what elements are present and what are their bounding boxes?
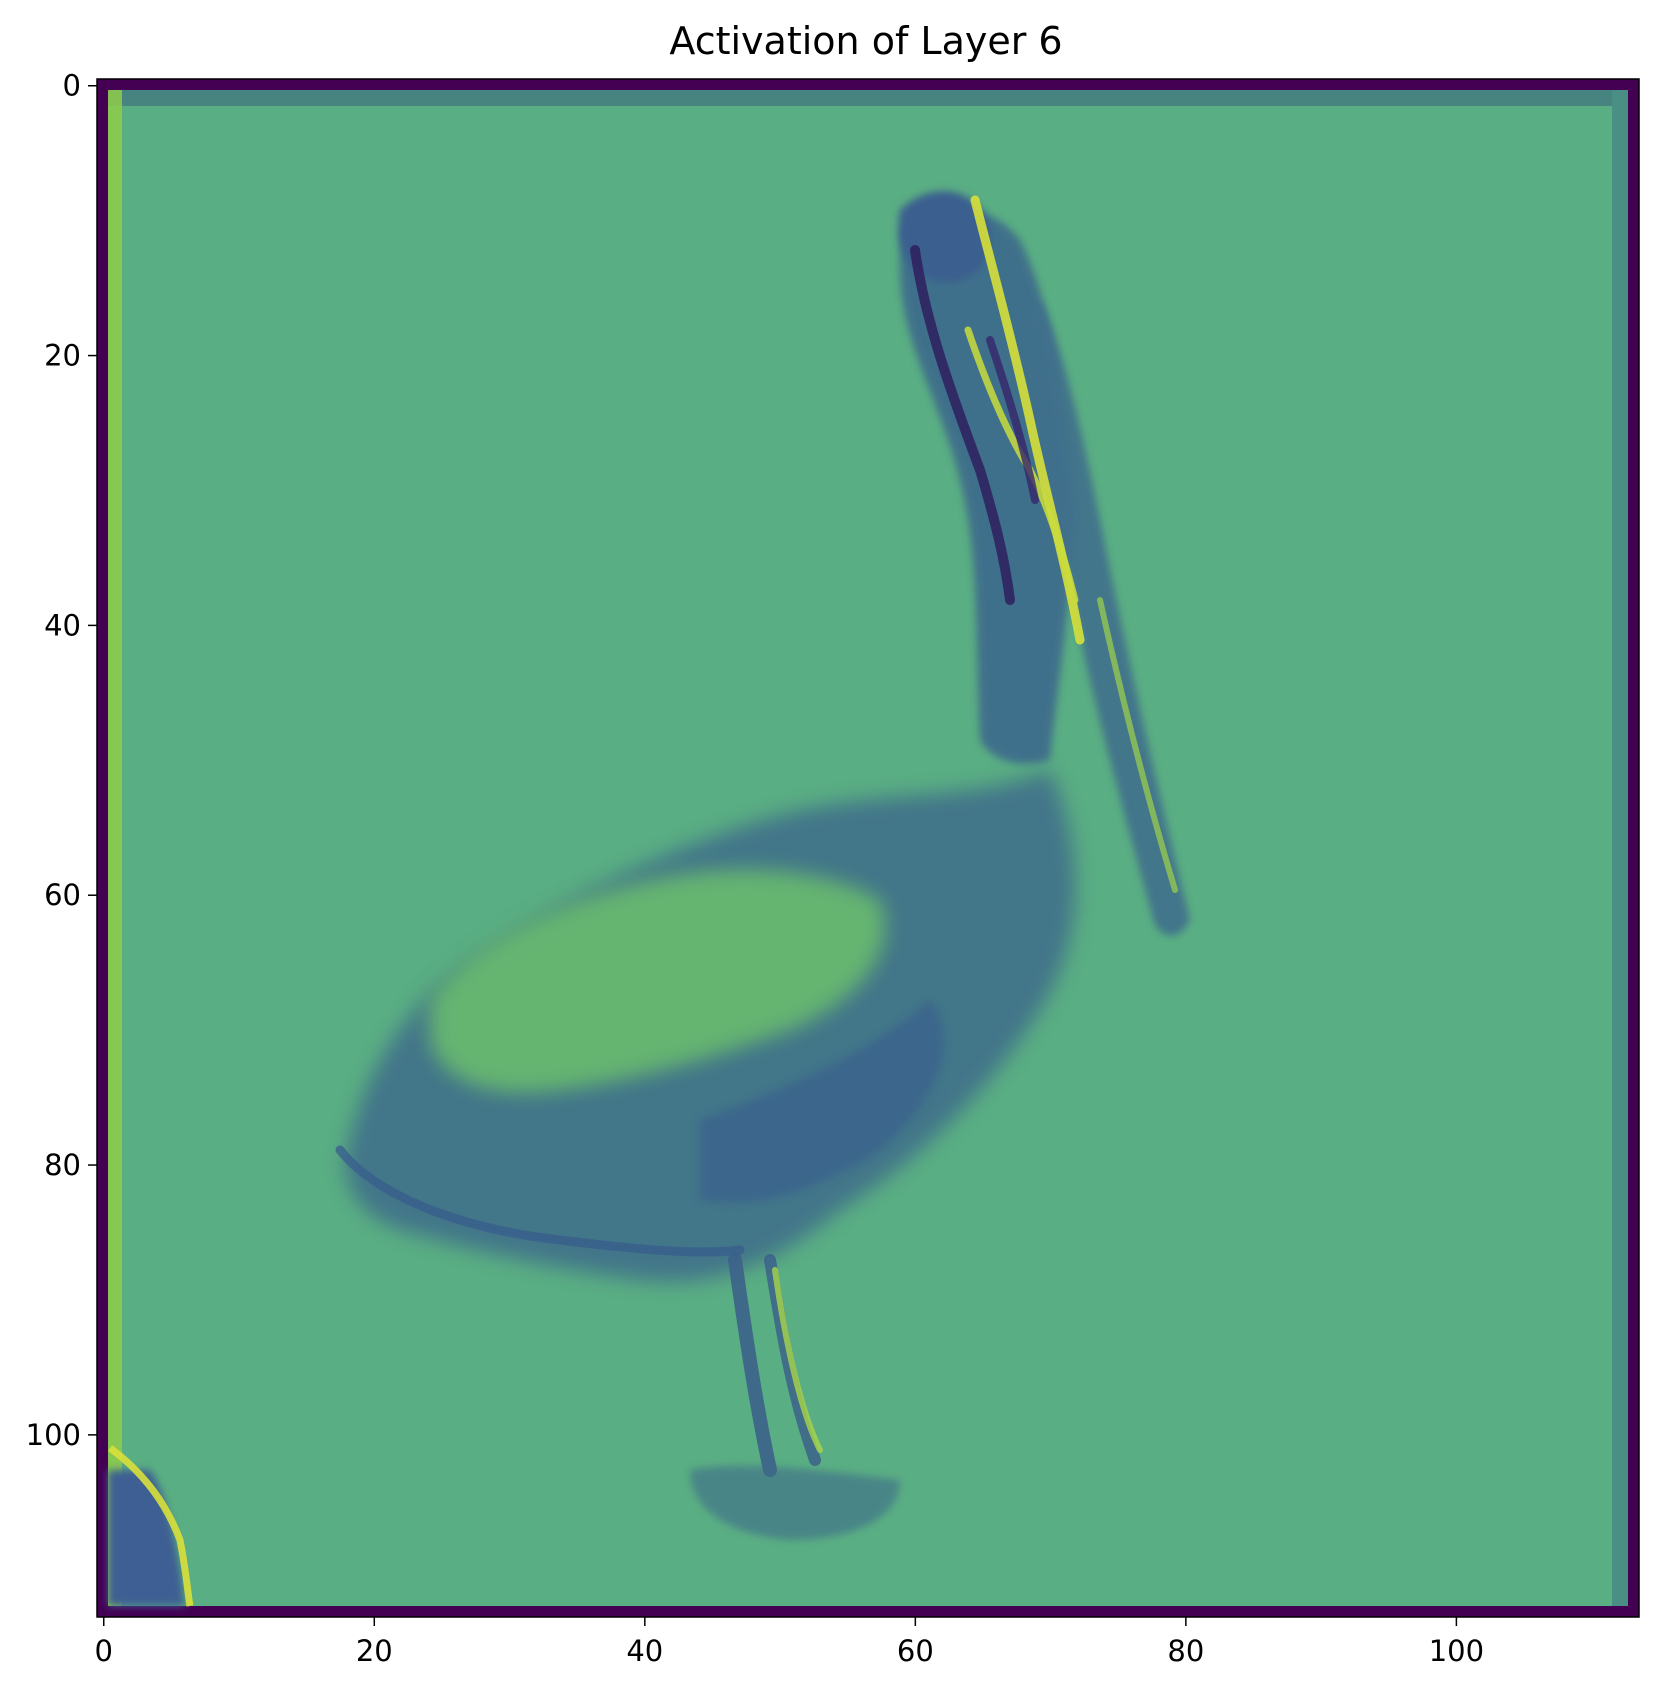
- axes-frame: [96, 78, 1640, 1618]
- y-tick-label: 80: [44, 1148, 81, 1182]
- corner-artifact-dark: [108, 1470, 185, 1606]
- activation-image: [97, 79, 1639, 1617]
- pelican-belly-dark: [700, 1000, 944, 1203]
- beak-edge-highlight: [1097, 597, 1178, 893]
- neck-dark-stripe: [910, 245, 1015, 605]
- pelican-body-bright: [430, 869, 886, 1093]
- x-tick-label: 0: [95, 1634, 113, 1668]
- neck-dark-stripe-2: [986, 336, 1039, 504]
- y-tick-label: 60: [44, 878, 81, 912]
- pelican-leg-right: [764, 1254, 821, 1466]
- y-axis: 0 20 40 60 80 100: [26, 69, 97, 1452]
- x-tick-label: 40: [626, 1634, 663, 1668]
- x-tick-label: 20: [356, 1634, 393, 1668]
- pelican-beak: [1030, 300, 1190, 936]
- y-tick-label: 100: [26, 1418, 81, 1452]
- pelican-leg-left: [728, 1253, 777, 1477]
- pelican-feet: [690, 1465, 900, 1540]
- top-edge-band: [108, 90, 1628, 106]
- y-tick-label: 40: [44, 608, 81, 642]
- x-tick-label: 80: [1167, 1634, 1204, 1668]
- leg-highlight: [772, 1267, 823, 1453]
- left-edge-band: [108, 90, 122, 1606]
- corner-artifact-yellow: [107, 1445, 194, 1607]
- pelican-head: [898, 191, 991, 283]
- y-tick-label: 20: [44, 339, 81, 373]
- x-tick-label: 100: [1429, 1634, 1484, 1668]
- right-edge-band: [1612, 90, 1628, 1606]
- y-tick-label: 0: [63, 69, 81, 103]
- pelican-silhouette: [335, 191, 1190, 1540]
- wing-edge-dark: [335, 1145, 745, 1257]
- chart-title: Activation of Layer 6: [669, 19, 1062, 63]
- x-axis: 0 20 40 60 80 100: [95, 1617, 1484, 1668]
- x-tick-label: 60: [897, 1634, 934, 1668]
